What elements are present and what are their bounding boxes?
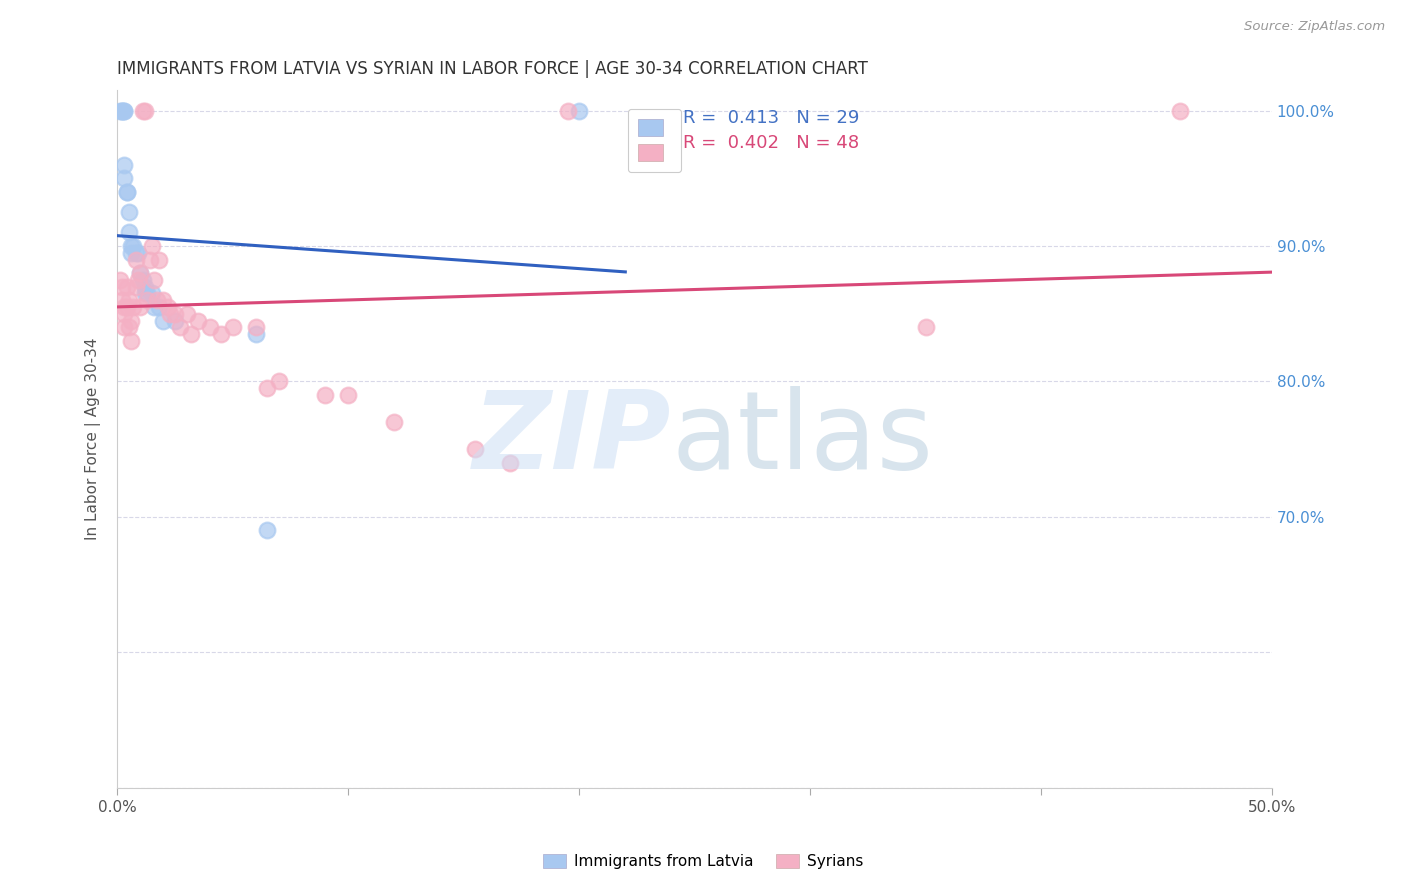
Point [129, 266, 152, 280]
Point [136, 293, 159, 308]
Point [163, 313, 186, 327]
Point [1168, 103, 1191, 118]
Point [108, 103, 131, 118]
Point [111, 293, 134, 308]
Point [134, 279, 156, 293]
Point [382, 415, 405, 429]
Point [112, 103, 135, 118]
Point [112, 307, 135, 321]
Point [131, 273, 153, 287]
Point [143, 300, 166, 314]
Point [136, 286, 159, 301]
Point [115, 185, 138, 199]
Legend: Immigrants from Latvia, Syrians: Immigrants from Latvia, Syrians [537, 848, 869, 875]
Legend: , : , [628, 109, 681, 172]
Point [914, 320, 936, 334]
Point [108, 273, 131, 287]
Point [163, 307, 186, 321]
Y-axis label: In Labor Force | Age 30-34: In Labor Force | Age 30-34 [86, 338, 101, 541]
Point [125, 252, 148, 267]
Point [131, 103, 153, 118]
Text: atlas: atlas [672, 386, 934, 492]
Point [267, 375, 290, 389]
Point [112, 171, 135, 186]
Point [141, 239, 163, 253]
Point [112, 158, 135, 172]
Point [112, 320, 135, 334]
Point [129, 266, 152, 280]
Point [138, 252, 160, 267]
Point [129, 300, 152, 314]
Point [159, 307, 181, 321]
Point [115, 279, 138, 293]
Point [222, 320, 245, 334]
Point [169, 320, 191, 334]
Point [118, 320, 141, 334]
Point [115, 300, 138, 314]
Text: Source: ZipAtlas.com: Source: ZipAtlas.com [1244, 20, 1385, 33]
Point [134, 103, 156, 118]
Point [245, 326, 267, 341]
Point [180, 326, 202, 341]
Point [143, 273, 166, 287]
Point [120, 334, 142, 348]
Text: IMMIGRANTS FROM LATVIA VS SYRIAN IN LABOR FORCE | AGE 30-34 CORRELATION CHART: IMMIGRANTS FROM LATVIA VS SYRIAN IN LABO… [117, 60, 868, 78]
Point [127, 273, 149, 287]
Point [209, 326, 232, 341]
Point [120, 239, 142, 253]
Point [152, 293, 174, 308]
Point [118, 205, 141, 219]
Point [111, 103, 134, 118]
Point [111, 279, 134, 293]
Point [115, 185, 138, 199]
Point [256, 524, 278, 538]
Point [118, 226, 141, 240]
Text: R =  0.413   N = 29: R = 0.413 N = 29 [683, 109, 859, 127]
Text: R =  0.402   N = 48: R = 0.402 N = 48 [683, 134, 859, 153]
Point [125, 279, 148, 293]
Point [148, 252, 170, 267]
Point [122, 239, 145, 253]
Point [176, 307, 198, 321]
Point [198, 320, 221, 334]
Point [125, 245, 148, 260]
Point [141, 286, 163, 301]
Point [464, 442, 486, 457]
Point [245, 320, 267, 334]
Point [187, 313, 209, 327]
Point [499, 456, 522, 470]
Point [256, 381, 278, 395]
Point [118, 293, 141, 308]
Point [112, 103, 135, 118]
Point [157, 300, 180, 314]
Point [134, 286, 156, 301]
Point [111, 103, 134, 118]
Point [120, 245, 142, 260]
Text: ZIP: ZIP [472, 386, 672, 492]
Point [148, 300, 170, 314]
Point [152, 313, 174, 327]
Point [557, 103, 579, 118]
Point [568, 103, 591, 118]
Point [145, 293, 167, 308]
Point [337, 388, 360, 402]
Point [120, 313, 142, 327]
Point [112, 300, 135, 314]
Point [314, 388, 336, 402]
Point [127, 245, 149, 260]
Point [122, 300, 145, 314]
